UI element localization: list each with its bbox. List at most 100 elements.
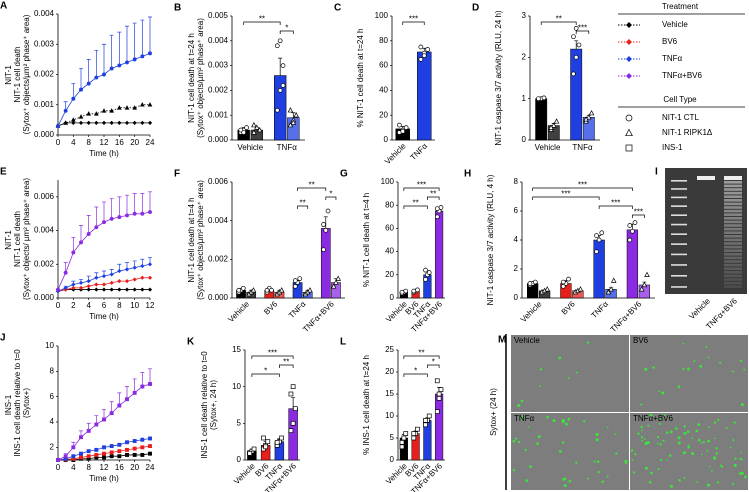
marker [577,286,584,292]
gel-ladder-band [671,205,687,207]
marker [117,63,122,68]
y-axis-label: (Sytox⁺ objects/µm² phase⁺ area) [22,14,31,134]
y-tick-label: 0.000 [34,293,55,302]
sytox-dot [668,416,671,418]
sytox-dot [624,459,628,463]
sytox-dot [697,438,701,442]
marker [288,391,294,397]
sytox-dot [559,449,562,453]
sytox-dot [711,470,713,472]
y-tick-label: 0.000 [208,135,229,144]
image-label: BV6 [633,336,649,345]
gel-smear [724,253,742,256]
marker [425,47,431,52]
x-tick-label: TNFα [589,299,610,320]
sytox-dot [687,444,690,447]
sytox-dot [561,441,565,444]
significance-label: ** [283,358,289,367]
x-tick-label: TNFα [572,143,593,152]
error-bar [71,236,76,253]
panel-letter: K [187,337,195,348]
marker [292,406,298,412]
bar [417,51,432,141]
marker [148,436,152,441]
error-bar [109,198,114,219]
marker [247,451,253,456]
x-tick-label: 16 [115,463,124,472]
row-label: NIT-1 [4,65,13,85]
y-tick-label: 0.004 [208,216,229,225]
gel-smear [724,202,742,206]
sytox-dot [701,453,703,456]
marker [399,440,405,445]
y-tick-label: 8 [50,366,55,375]
sytox-dot [587,477,590,480]
y-tick-label: 10 [385,411,394,420]
marker [71,120,76,125]
sytox-dot [659,443,662,446]
micrograph [630,335,748,412]
sytox-dot [707,356,710,359]
sytox-dot [744,475,747,479]
error-bar [125,25,129,63]
sytox-dot [666,459,669,461]
gel-ladder-band [671,243,687,245]
sytox-dot [615,452,618,455]
marker [132,287,137,292]
marker [125,452,129,457]
y-tick-label: 0.000 [208,293,229,302]
significance-label: *** [611,199,620,208]
panel-letter: F [174,169,180,180]
sytox-dot [683,425,686,428]
sytox-dot [643,438,646,440]
y-tick-label: 0.001 [208,110,229,119]
marker [148,382,152,386]
legend-title: Treatment [662,2,699,11]
y-axis-label: NIT-1 cell death [13,46,22,102]
marker [576,42,582,48]
marker [101,287,107,292]
gel-smear [724,206,742,209]
marker [79,451,83,456]
marker [86,454,91,459]
sytox-dot [663,413,666,417]
marker [596,237,602,243]
gel-ladder-band [671,196,687,199]
sytox-dot [595,438,599,442]
marker [78,114,84,119]
marker [625,114,633,122]
marker [109,287,114,292]
panel-letter: B [174,3,181,14]
gel-smear [724,249,742,252]
sytox-dot [712,456,717,460]
x-tick-label: 12 [146,301,155,310]
marker [71,285,76,290]
sytox-dot [656,435,660,439]
marker [307,287,313,293]
sytox-dot [525,479,529,482]
error-bar [117,392,122,406]
marker [117,279,122,284]
y-axis-label: % INS-1 cell death at t=24 h [362,355,371,455]
marker [148,210,152,214]
marker [132,277,137,282]
significance-bracket [279,30,294,34]
marker [86,284,91,289]
marker [573,54,579,60]
sytox-dot [706,449,709,452]
sytox-dot [646,441,650,445]
sytox-dot [632,471,636,474]
marker [147,287,153,292]
y-tick-label: 8 [514,177,519,186]
sytox-dot [568,479,572,483]
marker [71,96,76,101]
marker [102,417,106,422]
marker [117,442,122,447]
marker [78,120,84,125]
marker [94,452,99,457]
marker [140,437,145,442]
sytox-dot [546,415,549,419]
marker [101,108,107,113]
y-tick-label: 0.005 [208,11,229,20]
marker [109,450,114,455]
